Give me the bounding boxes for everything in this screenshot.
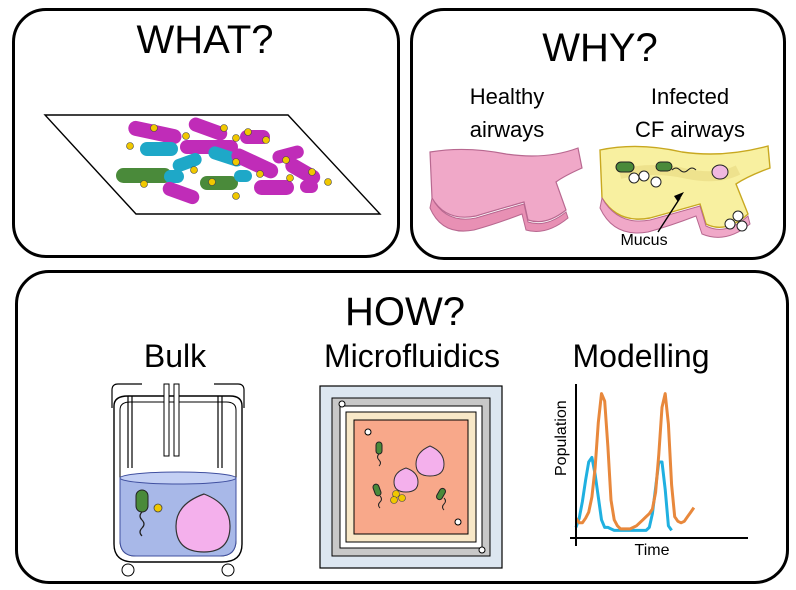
population-time-chart [570, 384, 748, 546]
chart-series-group [574, 392, 696, 532]
why-title: WHY? [542, 26, 658, 70]
what-title: WHAT? [136, 18, 274, 62]
bulk-label: Bulk [143, 338, 207, 374]
chart-series-line-1 [574, 392, 696, 531]
microfluidics-label: Microfluidics [323, 338, 501, 374]
chart-xlabel: Time [634, 542, 670, 559]
surface-plane [43, 114, 382, 215]
bacteria-cluster [116, 117, 332, 205]
how-title: HOW? [345, 290, 465, 334]
healthy-airway-illustration [429, 147, 583, 232]
healthy-airways-label: Healthy airways [469, 84, 545, 142]
mucus-label: Mucus [620, 232, 668, 249]
infected-airway-illustration [599, 145, 771, 238]
modelling-label: Modelling [572, 338, 710, 374]
infected-airways-label: Infected CF airways [634, 84, 745, 142]
bulk-reactor-illustration [111, 383, 245, 577]
biofilm-surface-illustration [43, 114, 382, 215]
microfluidic-chip-illustration [319, 385, 503, 569]
chart-ylabel: Population [553, 400, 571, 476]
